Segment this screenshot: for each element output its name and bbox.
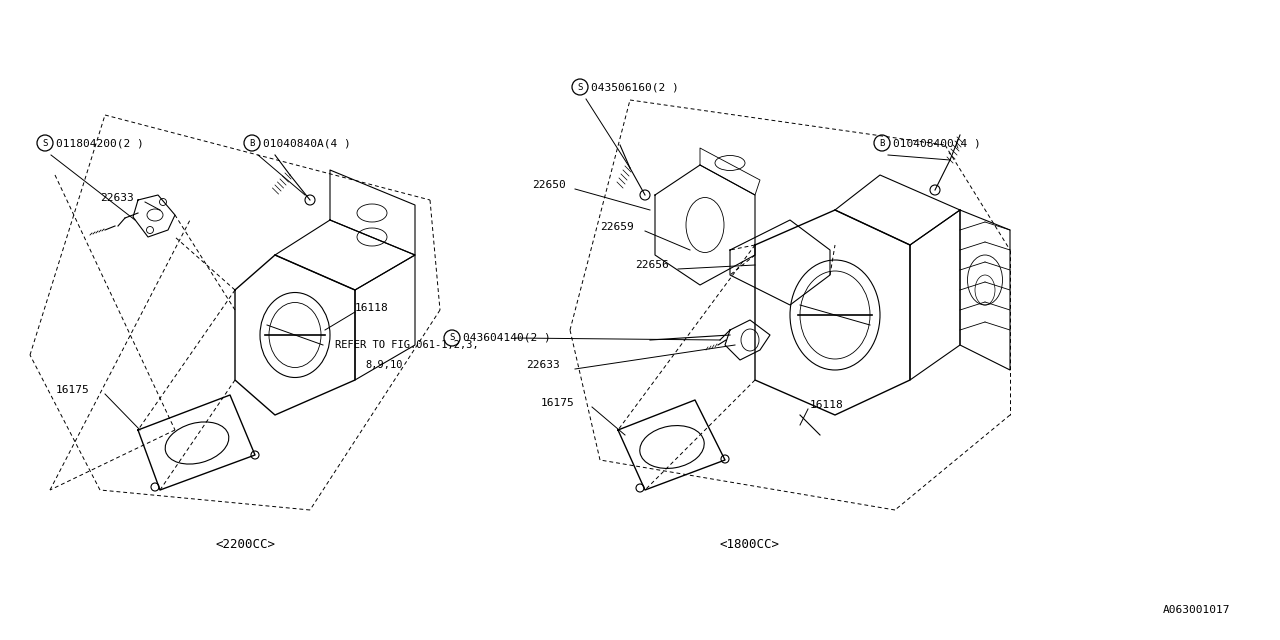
- Text: 16175: 16175: [541, 398, 575, 408]
- Text: 16118: 16118: [355, 303, 389, 313]
- Text: 22659: 22659: [600, 222, 634, 232]
- Text: S: S: [42, 138, 47, 147]
- Text: 22650: 22650: [532, 180, 566, 190]
- Text: S: S: [577, 83, 582, 92]
- Text: REFER TO FIG.061-1,2,3,: REFER TO FIG.061-1,2,3,: [335, 340, 479, 350]
- Text: 22633: 22633: [100, 193, 133, 203]
- Text: 043506160(2 ): 043506160(2 ): [591, 82, 678, 92]
- Text: <1800CC>: <1800CC>: [719, 538, 780, 552]
- Text: A063001017: A063001017: [1162, 605, 1230, 615]
- Text: 043604140(2 ): 043604140(2 ): [463, 333, 550, 343]
- Text: 16175: 16175: [56, 385, 90, 395]
- Text: 16118: 16118: [810, 400, 844, 410]
- Text: 010408400(4 ): 010408400(4 ): [893, 138, 980, 148]
- Text: 011804200(2 ): 011804200(2 ): [56, 138, 143, 148]
- Text: B: B: [250, 138, 255, 147]
- Text: 8,9,10: 8,9,10: [365, 360, 402, 370]
- Text: 22633: 22633: [526, 360, 559, 370]
- Text: 01040840A(4 ): 01040840A(4 ): [262, 138, 351, 148]
- Text: 22656: 22656: [635, 260, 668, 270]
- Text: B: B: [879, 138, 884, 147]
- Text: S: S: [449, 333, 454, 342]
- Text: <2200CC>: <2200CC>: [215, 538, 275, 552]
